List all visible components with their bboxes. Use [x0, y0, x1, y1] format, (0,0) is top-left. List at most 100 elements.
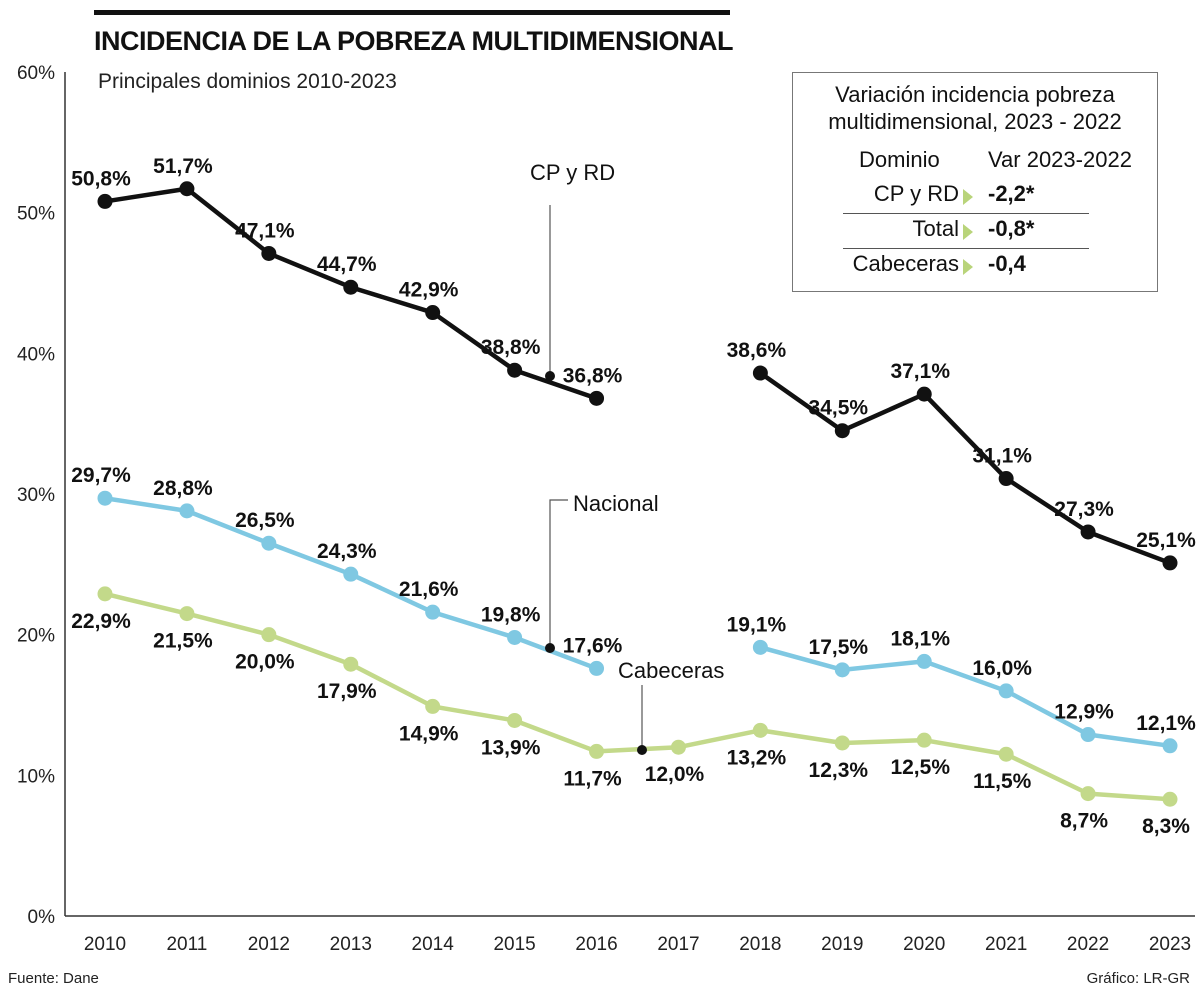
data-point — [998, 683, 1014, 699]
data-point — [425, 604, 441, 620]
data-label: 12,0% — [645, 763, 705, 786]
data-point — [752, 365, 768, 381]
triangle-right-icon — [963, 259, 973, 275]
series-name-label: Nacional — [573, 491, 659, 516]
x-tick-label: 2015 — [493, 934, 535, 955]
data-point — [834, 662, 850, 678]
data-label: 13,2% — [727, 746, 787, 769]
row-value: -2,2* — [988, 181, 1035, 206]
data-label: 14,9% — [399, 722, 459, 745]
data-label: 51,7% — [153, 155, 213, 178]
x-tick-label: 2020 — [903, 934, 945, 955]
data-point — [261, 627, 277, 643]
data-point — [752, 639, 768, 655]
data-label: 25,1% — [1136, 529, 1196, 552]
data-label: 12,9% — [1054, 701, 1114, 724]
data-label: 20,0% — [235, 651, 295, 674]
data-point — [97, 490, 113, 506]
data-label: 27,3% — [1054, 498, 1114, 521]
series-line-nacional — [759, 645, 1171, 749]
data-point — [1162, 791, 1178, 807]
data-label: 24,3% — [317, 540, 377, 563]
data-point — [179, 606, 195, 622]
title-bar-decoration — [94, 10, 730, 15]
data-label: 8,7% — [1060, 810, 1108, 833]
data-label: 21,6% — [399, 578, 459, 601]
data-point — [1080, 727, 1096, 743]
triangle-right-icon — [963, 224, 973, 240]
y-tick-label: 40% — [17, 344, 55, 365]
data-point — [425, 698, 441, 714]
data-point — [343, 279, 359, 295]
data-point — [261, 535, 277, 551]
triangle-right-icon — [963, 189, 973, 205]
data-point — [425, 305, 441, 321]
x-tick-label: 2010 — [84, 934, 126, 955]
x-tick-label: 2022 — [1067, 934, 1109, 955]
series-line-cp-y-rd — [759, 371, 1171, 566]
data-label: 13,9% — [481, 736, 541, 759]
chart-title: INCIDENCIA DE LA POBREZA MULTIDIMENSIONA… — [94, 26, 733, 56]
data-point — [752, 722, 768, 738]
y-tick-label: 20% — [17, 626, 55, 647]
data-label: 17,5% — [809, 636, 869, 659]
row-domain: Cabeceras — [852, 251, 959, 276]
x-tick-label: 2019 — [821, 934, 863, 955]
data-label: 19,8% — [481, 603, 541, 626]
data-label: 11,7% — [563, 767, 622, 790]
data-point — [261, 245, 277, 261]
data-label: 28,8% — [153, 477, 213, 500]
data-label: 36,8% — [563, 364, 623, 387]
x-tick-label: 2013 — [330, 934, 372, 955]
data-point — [998, 746, 1014, 762]
x-tick-label: 2021 — [985, 934, 1027, 955]
data-label: 11,5% — [973, 770, 1032, 793]
variation-title-line2: multidimensional, 2023 - 2022 — [828, 109, 1122, 134]
data-point — [1080, 786, 1096, 802]
x-tick-label: 2014 — [412, 934, 455, 955]
data-point — [834, 423, 850, 439]
data-point — [1162, 555, 1178, 571]
nacional-leader — [549, 499, 568, 648]
data-point — [179, 503, 195, 519]
data-label: 22,9% — [71, 610, 131, 633]
data-label: 17,6% — [563, 634, 623, 657]
data-label: 42,9% — [399, 279, 459, 302]
data-point — [343, 656, 359, 672]
data-point — [916, 732, 932, 748]
data-point — [97, 193, 113, 209]
y-tick-label: 60% — [17, 63, 55, 84]
variation-title-line1: Variación incidencia pobreza — [835, 82, 1115, 107]
data-label: 18,1% — [890, 627, 950, 650]
row-value: -0,4 — [988, 251, 1026, 276]
data-label: 38,8% — [481, 336, 541, 359]
y-tick-label: 30% — [17, 485, 55, 506]
x-tick-label: 2016 — [575, 934, 617, 955]
data-point — [916, 386, 932, 402]
data-point — [589, 390, 605, 406]
data-label: 50,8% — [71, 167, 131, 190]
row-value: -0,8* — [988, 216, 1035, 241]
data-point — [834, 735, 850, 751]
data-point — [179, 181, 195, 197]
data-label: 34,5% — [809, 397, 869, 420]
data-point — [507, 712, 523, 728]
chart-subtitle: Principales dominios 2010-2023 — [98, 70, 397, 93]
data-label: 37,1% — [890, 360, 950, 383]
series-name-label: CP y RD — [530, 160, 615, 185]
data-point — [1080, 524, 1096, 540]
data-point — [589, 660, 605, 676]
data-point — [916, 653, 932, 669]
x-tick-label: 2012 — [248, 934, 290, 955]
credit-note: Gráfico: LR-GR — [1086, 970, 1190, 987]
y-tick-label: 10% — [17, 766, 55, 787]
data-point — [97, 586, 113, 602]
variation-table-title: Variación incidencia pobreza multidimens… — [793, 81, 1157, 135]
x-tick-label: 2011 — [166, 934, 207, 955]
data-label: 12,3% — [809, 759, 869, 782]
data-label: 19,1% — [727, 613, 787, 636]
data-label: 47,1% — [235, 219, 295, 242]
data-label: 31,1% — [972, 445, 1032, 468]
